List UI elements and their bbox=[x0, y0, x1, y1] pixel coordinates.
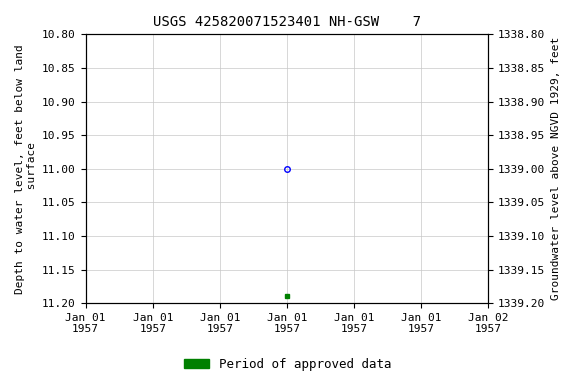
Y-axis label: Groundwater level above NGVD 1929, feet: Groundwater level above NGVD 1929, feet bbox=[551, 37, 561, 300]
Legend: Period of approved data: Period of approved data bbox=[179, 353, 397, 376]
Y-axis label: Depth to water level, feet below land
 surface: Depth to water level, feet below land su… bbox=[15, 44, 37, 294]
Title: USGS 425820071523401 NH-GSW    7: USGS 425820071523401 NH-GSW 7 bbox=[153, 15, 421, 29]
